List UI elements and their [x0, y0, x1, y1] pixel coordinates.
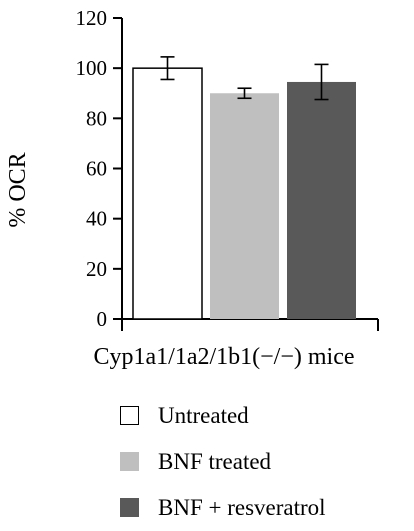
- legend-label: BNF treated: [158, 449, 272, 474]
- y-tick-label: 80: [86, 106, 107, 130]
- legend-swatch: [120, 406, 139, 425]
- legend-item: BNF treated: [120, 448, 410, 478]
- legend-swatch: [120, 498, 139, 517]
- y-tick-label: 60: [86, 157, 107, 181]
- error-bar: [160, 56, 175, 81]
- y-tick-label: 100: [76, 56, 108, 80]
- error-bar: [237, 87, 252, 100]
- y-tick-label: 120: [76, 6, 108, 30]
- y-tick-label: 40: [86, 207, 107, 231]
- y-tick-label: 0: [97, 307, 108, 331]
- error-bar: [314, 63, 329, 101]
- legend-swatch: [120, 452, 139, 471]
- legend-label: Untreated: [158, 403, 249, 428]
- error-bars: [160, 56, 329, 101]
- y-tick-label: 20: [86, 257, 107, 281]
- legend-item: BNF + resveratrol: [120, 494, 410, 524]
- x-axis-title: Cyp1a1/1a2/1b1(−/−) mice: [93, 344, 354, 370]
- bar: [132, 67, 203, 320]
- legend-item: Untreated: [120, 402, 410, 432]
- bar: [287, 81, 356, 320]
- bars: [132, 67, 356, 320]
- bar: [210, 93, 279, 319]
- y-axis-title: % OCR: [5, 152, 31, 227]
- bar-chart: 0 20 40 60 80 100 120 % OCR Cyp1a1/1a2/1b1(−/−…: [5, 6, 379, 370]
- legend-label: BNF + resveratrol: [158, 495, 326, 520]
